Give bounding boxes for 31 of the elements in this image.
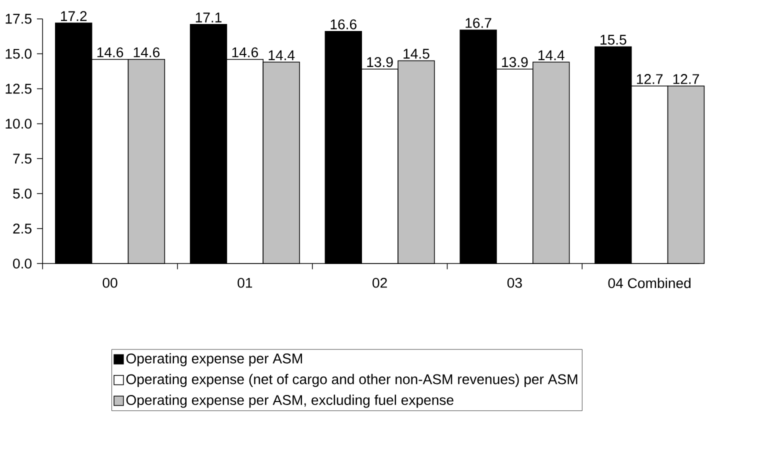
legend-label: Operating expense per ASM, excluding fuel expense (126, 394, 454, 408)
data-label: 14.6 (134, 47, 160, 58)
x-tick-label: 04 Combined (608, 278, 690, 288)
legend-label: Operating expense (net of cargo and other non-ASM revenues) per ASM (126, 374, 578, 388)
y-tick-label: 15.0 (6, 48, 32, 59)
y-tick-label: 5.0 (13, 188, 32, 199)
data-label: 14.5 (404, 49, 430, 59)
legend-label: Operating expense per ASM (126, 353, 302, 366)
y-tick-label: 7.5 (13, 154, 32, 164)
x-tick-label: 00 (102, 278, 118, 288)
data-label: 13.9 (502, 57, 528, 68)
y-tick-label: 0.0 (13, 258, 32, 269)
data-label: 16.7 (466, 18, 492, 28)
data-label: 12.7 (636, 74, 663, 84)
data-label: 14.4 (538, 50, 564, 60)
x-tick-label: 02 (372, 278, 387, 288)
y-tick-label: 2.5 (13, 224, 32, 234)
x-tick-label: 01 (238, 278, 252, 288)
data-label: 17.1 (196, 12, 222, 22)
y-tick-label: 10.0 (6, 118, 32, 129)
data-label: 16.6 (330, 20, 356, 30)
y-tick-label: 17.5 (6, 14, 32, 24)
data-label: 14.6 (232, 47, 258, 58)
data-label: 17.2 (61, 11, 87, 22)
data-label: 14.4 (268, 50, 295, 60)
data-label: 13.9 (367, 57, 393, 68)
data-label: 15.5 (600, 35, 626, 45)
data-label: 14.6 (97, 47, 124, 58)
data-label: 12.7 (673, 74, 699, 84)
x-tick-label: 03 (507, 278, 522, 288)
y-tick-label: 12.5 (6, 84, 32, 94)
